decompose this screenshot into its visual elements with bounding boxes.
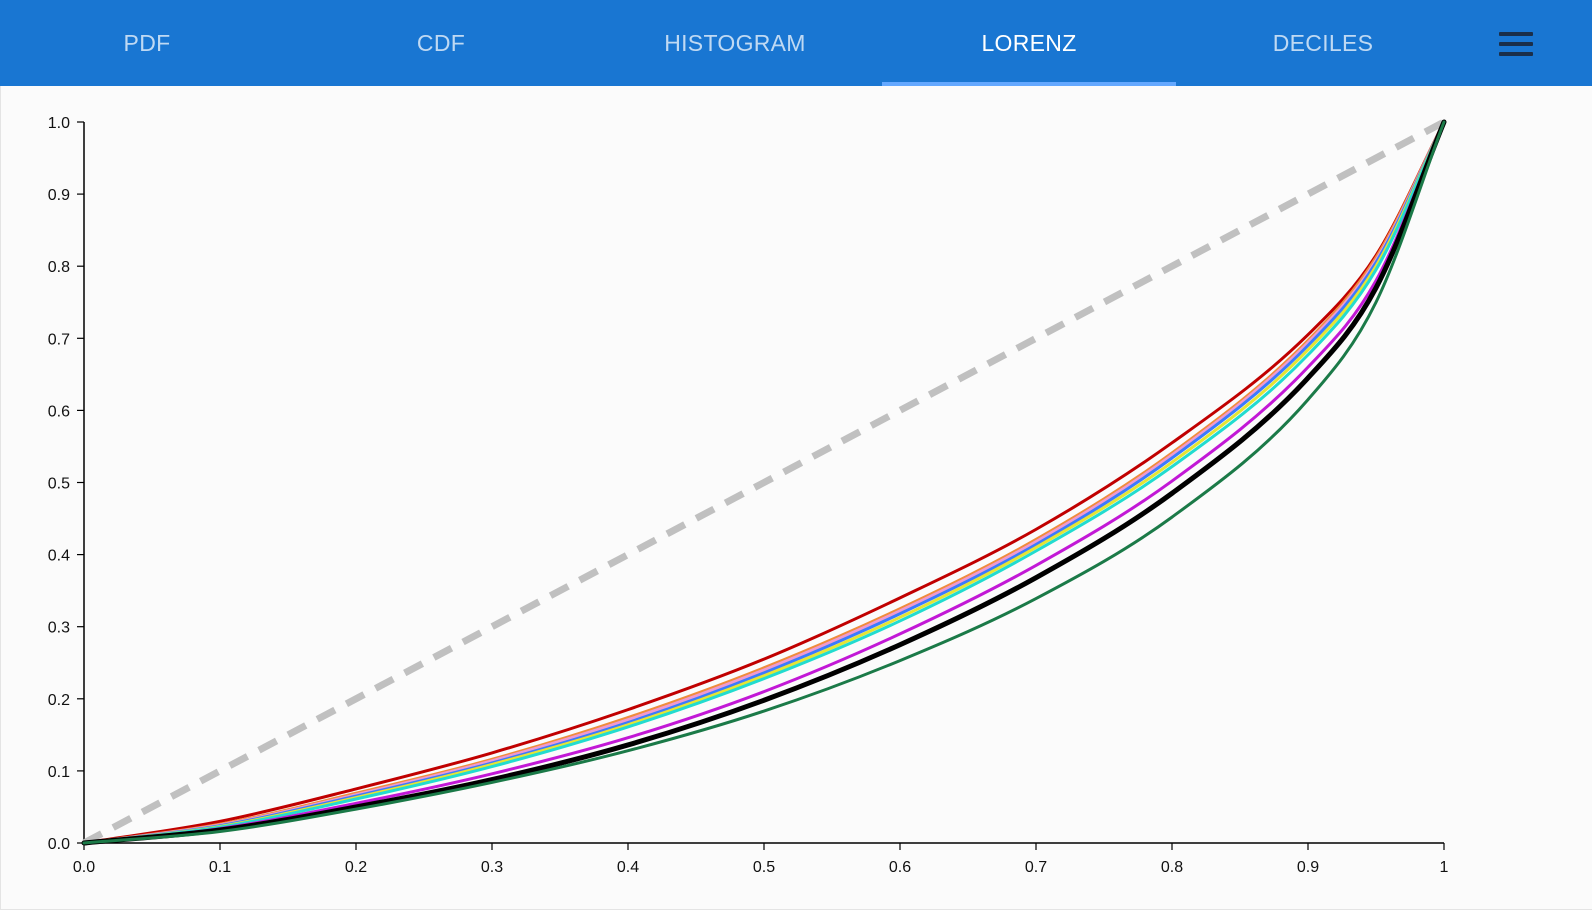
- menu-bar: [1499, 52, 1533, 56]
- tab-pdf[interactable]: PDF: [123, 29, 171, 56]
- lorenz-curves: [81, 119, 1447, 846]
- tab-bar: PDF CDF HISTOGRAM LORENZ DECILES: [0, 0, 1470, 86]
- tab-histogram[interactable]: HISTOGRAM: [664, 29, 806, 56]
- x-tick-label: 0.8: [1161, 859, 1183, 876]
- x-tick-label: 0.7: [1025, 859, 1047, 876]
- y-tick-label: 0.0: [48, 836, 70, 853]
- app-bar: PDF CDF HISTOGRAM LORENZ DECILES: [0, 0, 1592, 86]
- lorenz-curve-9: [82, 120, 1446, 845]
- equality-line: [82, 118, 1446, 847]
- lorenz-chart: 0.0 0.1 0.2 0.3 0.4 0.5 0.6 0.7 0.8 0.9 1 0.0 0.1 0.2…: [48, 115, 1449, 876]
- x-tick-label: 0.6: [889, 859, 911, 876]
- x-tick-label: 0.9: [1297, 859, 1319, 876]
- tab-cdf[interactable]: CDF: [416, 29, 466, 56]
- lorenz-curve-8: [81, 119, 1447, 846]
- tab-lorenz[interactable]: LORENZ: [882, 0, 1176, 86]
- y-tick-label: 0.6: [48, 403, 70, 420]
- hamburger-menu-icon[interactable]: [1494, 22, 1538, 66]
- x-tick-label: 0.4: [617, 859, 639, 876]
- y-tick-label: 0.2: [48, 692, 70, 709]
- x-tick-label: 1: [1440, 859, 1449, 876]
- equality-line-group: [82, 118, 1446, 847]
- lorenz-curve-7: [82, 120, 1446, 845]
- chart-axes: 0.0 0.1 0.2 0.3 0.4 0.5 0.6 0.7 0.8 0.9 1 0.0 0.1 0.2…: [48, 115, 1449, 876]
- x-tick-label: 0.2: [345, 859, 367, 876]
- lorenz-curve-6: [82, 120, 1446, 845]
- chart-panel: [0, 86, 1592, 910]
- menu-bar: [1499, 32, 1533, 36]
- y-tick-label: 0.1: [48, 764, 70, 781]
- y-tick-label: 0.7: [48, 331, 70, 348]
- x-tick-label: 0.1: [209, 859, 231, 876]
- y-tick-label: 0.5: [48, 476, 70, 493]
- y-tick-label: 0.3: [48, 620, 70, 637]
- x-tick-label: 0.0: [73, 859, 95, 876]
- tab-deciles[interactable]: DECILES: [1272, 29, 1374, 56]
- x-tick-label: 0.3: [481, 859, 503, 876]
- y-tick-label: 1.0: [48, 115, 70, 132]
- y-tick-label: 0.9: [48, 187, 70, 204]
- x-tick-label: 0.5: [753, 859, 775, 876]
- y-tick-label: 0.8: [48, 259, 70, 276]
- menu-bar: [1499, 42, 1533, 46]
- y-tick-label: 0.4: [48, 548, 70, 565]
- lorenz-curve-1: [82, 120, 1446, 845]
